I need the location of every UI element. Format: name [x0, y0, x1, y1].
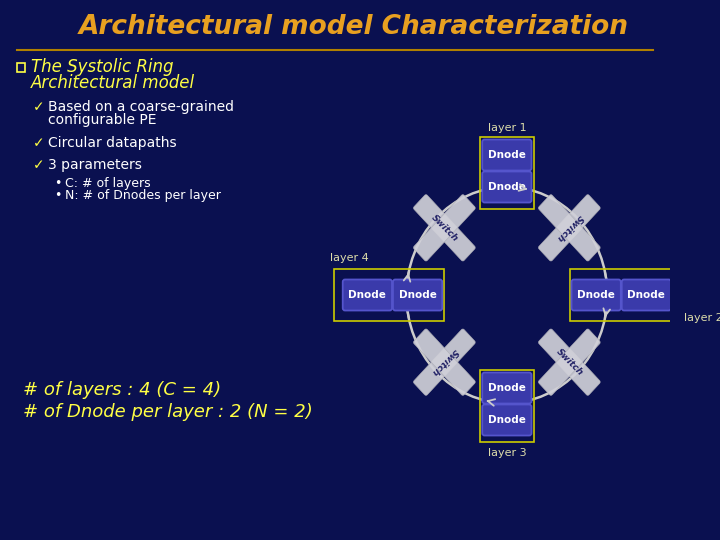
Text: Switch: Switch — [429, 347, 459, 377]
Text: C: # of layers: C: # of layers — [65, 177, 150, 190]
Text: Dnode: Dnode — [348, 290, 387, 300]
FancyBboxPatch shape — [539, 329, 600, 395]
Text: # of layers : 4 (C = 4): # of layers : 4 (C = 4) — [23, 381, 221, 399]
Text: Dnode: Dnode — [399, 290, 436, 300]
Text: layer 1: layer 1 — [487, 123, 526, 133]
Text: layer 3: layer 3 — [487, 448, 526, 458]
Text: 3 parameters: 3 parameters — [48, 158, 143, 172]
Text: Architectural model Characterization: Architectural model Characterization — [78, 14, 629, 40]
Text: # of Dnode per layer : 2 (N = 2): # of Dnode per layer : 2 (N = 2) — [23, 403, 313, 421]
Text: Dnode: Dnode — [488, 182, 526, 192]
Bar — [480, 137, 534, 209]
Text: Switch: Switch — [554, 213, 585, 243]
Text: ✓: ✓ — [33, 100, 45, 114]
Text: layer 4: layer 4 — [330, 253, 369, 263]
Text: Dnode: Dnode — [488, 415, 526, 425]
FancyBboxPatch shape — [482, 172, 531, 202]
Text: ✓: ✓ — [33, 158, 45, 172]
Text: Dnode: Dnode — [488, 150, 526, 160]
Text: Dnode: Dnode — [577, 290, 615, 300]
FancyBboxPatch shape — [413, 194, 475, 261]
Text: Based on a coarse-grained: Based on a coarse-grained — [48, 100, 235, 114]
Text: Circular datapaths: Circular datapaths — [48, 136, 177, 150]
Bar — [334, 269, 444, 321]
FancyBboxPatch shape — [539, 194, 600, 261]
Bar — [17, 63, 25, 72]
Text: Dnode: Dnode — [488, 383, 526, 393]
Text: N: # of Dnodes per layer: N: # of Dnodes per layer — [65, 190, 221, 202]
FancyBboxPatch shape — [482, 373, 531, 403]
Text: Switch: Switch — [554, 347, 585, 377]
FancyBboxPatch shape — [539, 329, 600, 395]
FancyBboxPatch shape — [482, 139, 531, 171]
FancyBboxPatch shape — [413, 329, 475, 395]
Bar — [570, 269, 680, 321]
Text: Dnode: Dnode — [627, 290, 665, 300]
FancyBboxPatch shape — [539, 194, 600, 261]
Text: ✓: ✓ — [33, 136, 45, 150]
FancyBboxPatch shape — [572, 280, 621, 310]
FancyBboxPatch shape — [482, 404, 531, 435]
Text: •: • — [54, 190, 61, 202]
Text: The Systolic Ring: The Systolic Ring — [31, 58, 174, 76]
Text: •: • — [54, 177, 61, 190]
Bar — [480, 370, 534, 442]
FancyBboxPatch shape — [413, 194, 475, 261]
Text: Architectural model: Architectural model — [31, 74, 195, 92]
Text: configurable PE: configurable PE — [48, 113, 157, 127]
Text: Switch: Switch — [429, 213, 459, 243]
FancyBboxPatch shape — [343, 280, 392, 310]
FancyBboxPatch shape — [413, 329, 475, 395]
FancyBboxPatch shape — [393, 280, 442, 310]
FancyBboxPatch shape — [622, 280, 671, 310]
Text: layer 2: layer 2 — [683, 313, 720, 323]
